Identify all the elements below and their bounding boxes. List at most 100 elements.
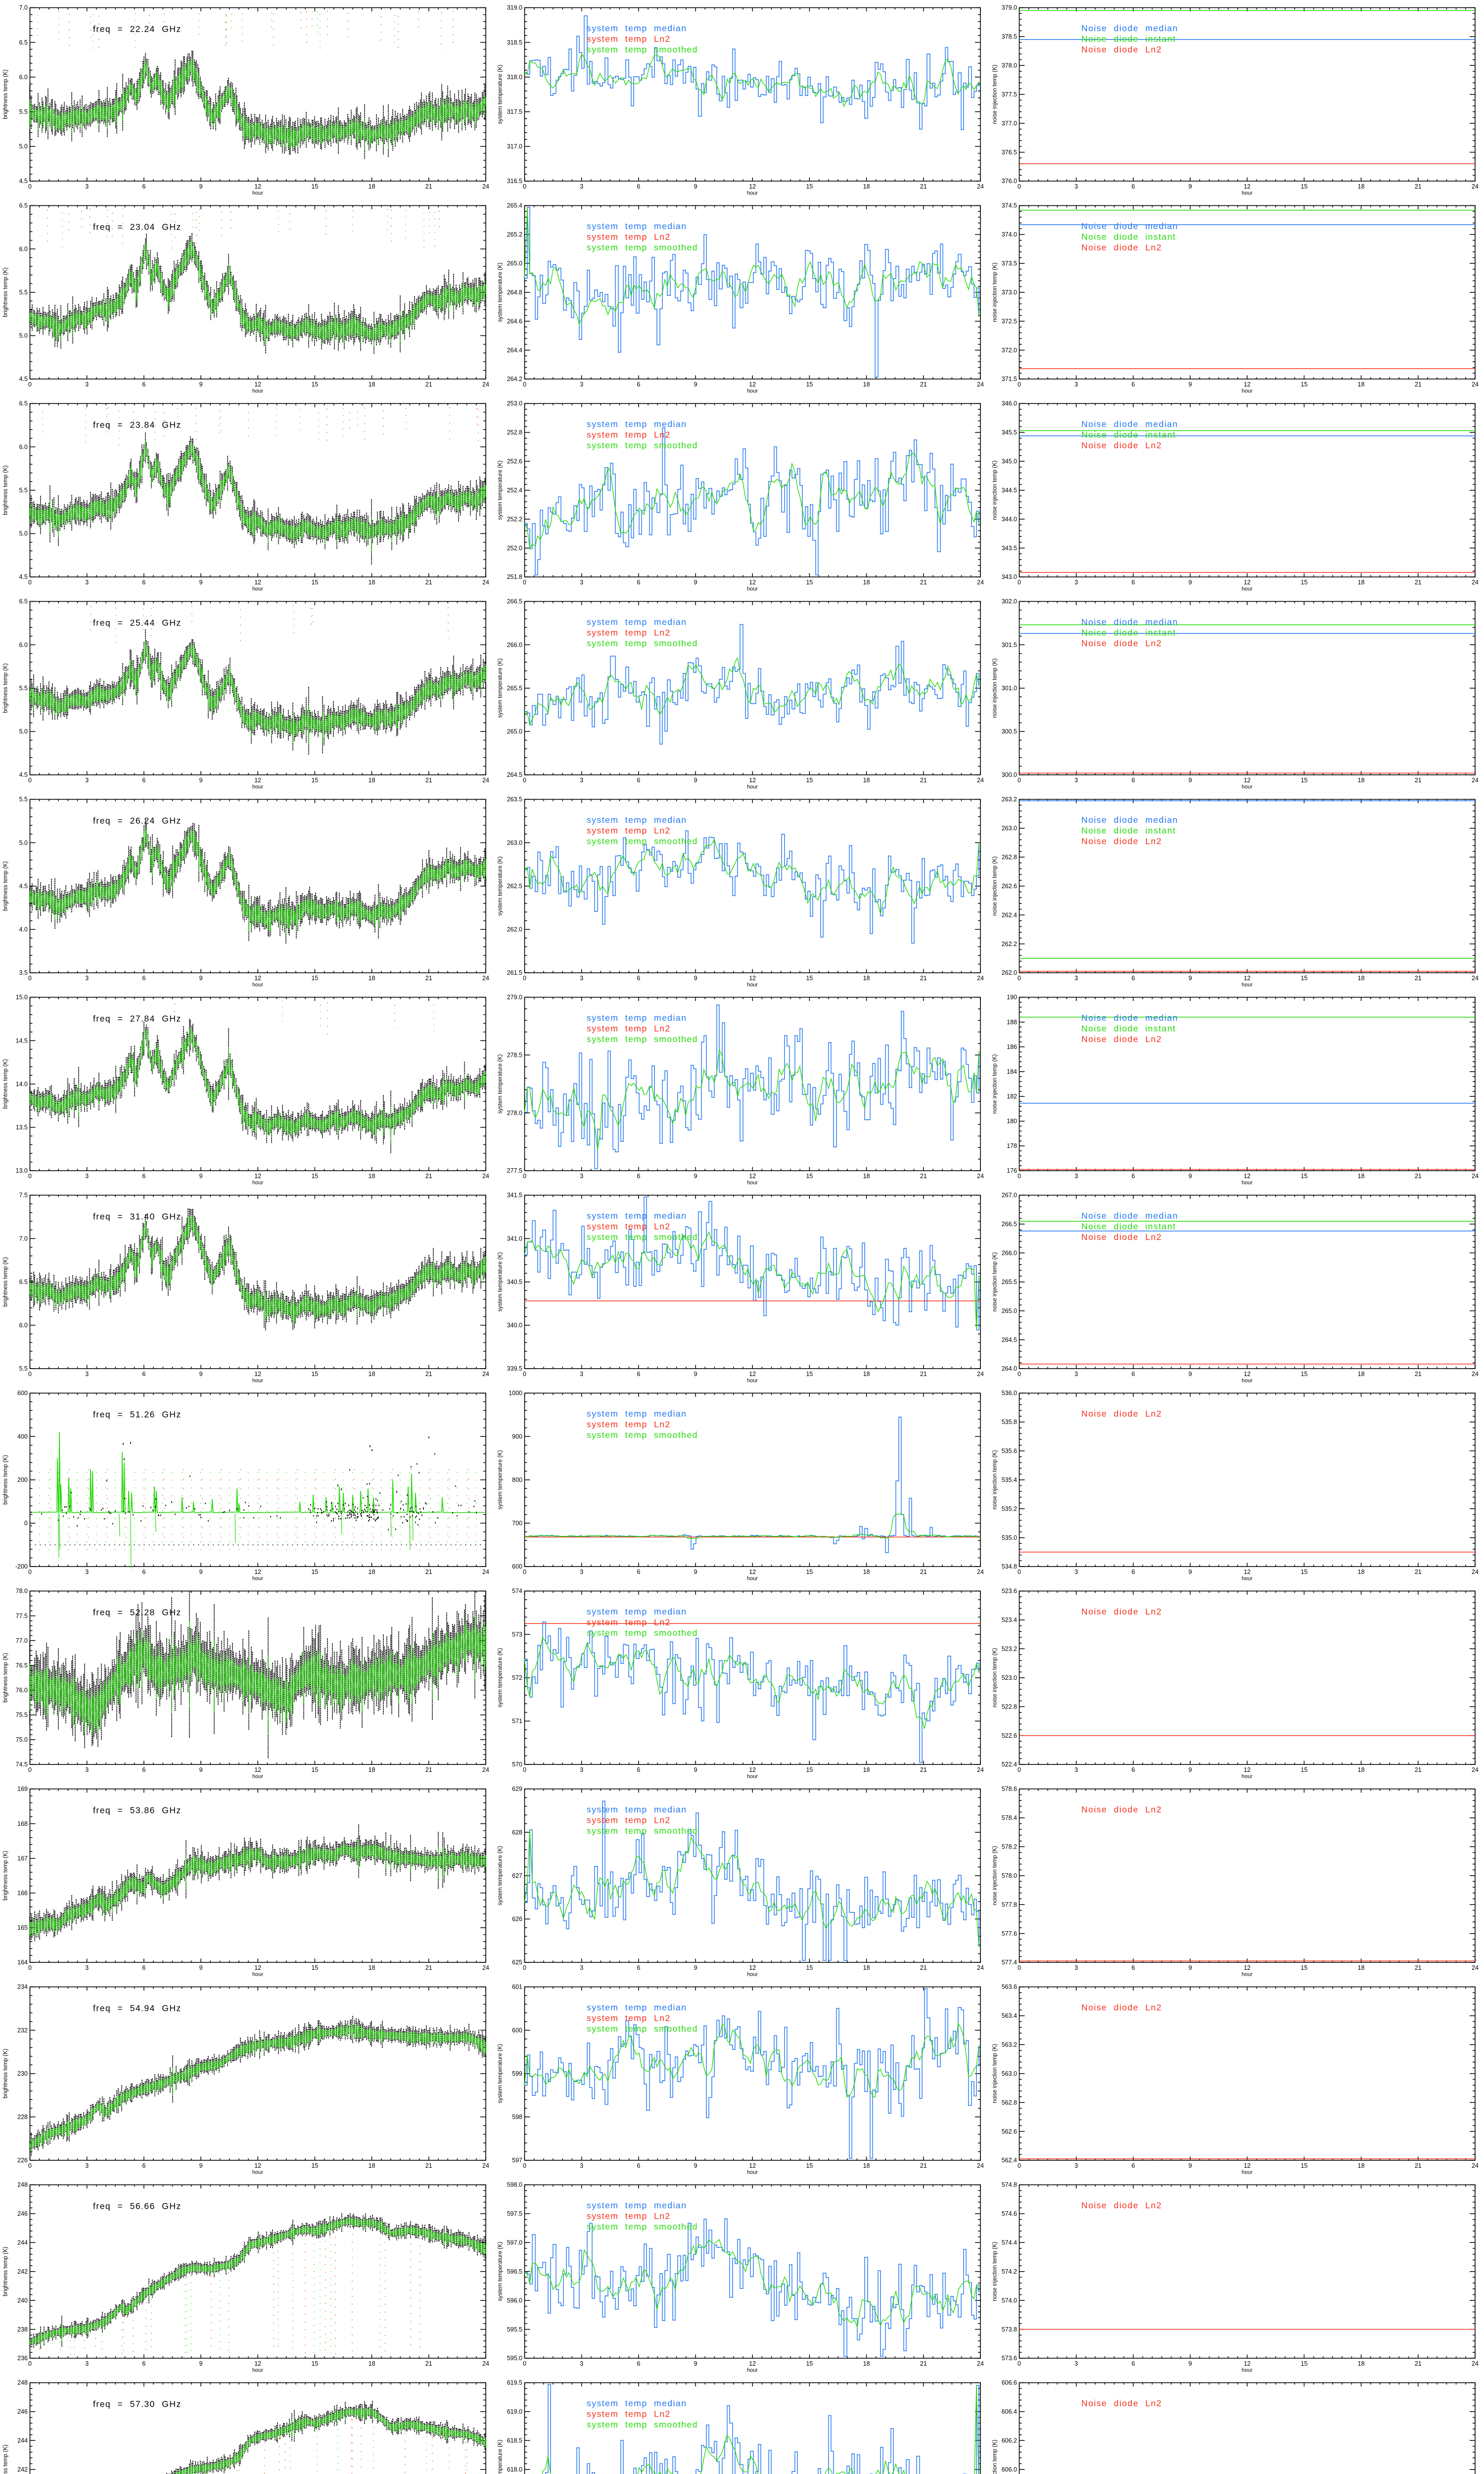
svg-text:6: 6 [142,381,145,388]
svg-text:0: 0 [28,1569,32,1575]
svg-text:12: 12 [749,579,756,586]
svg-text:343.0: 343.0 [1002,573,1017,580]
svg-text:12: 12 [749,183,756,190]
svg-text:9: 9 [199,2360,203,2367]
svg-text:system temp median: system temp median [587,1409,687,1419]
svg-text:15.0: 15.0 [16,994,28,1001]
svg-text:18: 18 [369,2162,375,2169]
svg-text:4.5: 4.5 [19,178,28,185]
svg-text:brightness temp (K): brightness temp (K) [3,1257,9,1307]
svg-text:180: 180 [1007,1118,1017,1125]
svg-text:265.5: 265.5 [507,685,522,692]
svg-text:3: 3 [580,381,583,388]
svg-text:184: 184 [1007,1068,1017,1075]
svg-text:188: 188 [1007,1019,1017,1026]
svg-text:242: 242 [17,2268,28,2275]
svg-text:24: 24 [1472,1766,1479,1773]
svg-text:5.0: 5.0 [19,728,28,735]
svg-text:246: 246 [17,2408,28,2415]
svg-text:system temp Ln2: system temp Ln2 [587,2211,671,2221]
svg-text:system temperature (K): system temperature (K) [498,1252,504,1311]
svg-text:7.0: 7.0 [19,1235,28,1242]
svg-text:9: 9 [1189,2360,1192,2367]
svg-text:577.6: 577.6 [1002,1930,1017,1937]
svg-text:12: 12 [749,1569,756,1575]
svg-text:hour: hour [252,982,263,988]
svg-text:9: 9 [1189,381,1192,388]
svg-text:6.5: 6.5 [19,39,28,46]
svg-text:hour: hour [252,2170,263,2176]
svg-text:9: 9 [694,2162,697,2169]
svg-text:535.4: 535.4 [1002,1476,1017,1483]
svg-text:6: 6 [142,975,145,982]
svg-text:brightness temp (K): brightness temp (K) [3,2444,9,2474]
svg-text:606.2: 606.2 [1002,2437,1017,2444]
svg-text:252.4: 252.4 [507,487,522,494]
svg-text:340.0: 340.0 [507,1322,522,1329]
svg-text:625: 625 [512,1959,522,1966]
svg-text:570: 570 [512,1761,522,1768]
svg-text:18: 18 [1358,2162,1365,2169]
svg-text:9: 9 [199,777,203,784]
svg-text:Noise diode Ln2: Noise diode Ln2 [1081,1409,1162,1419]
svg-text:brightness temp (K): brightness temp (K) [3,2246,9,2296]
svg-text:0: 0 [28,381,32,388]
svg-text:system temperature (K): system temperature (K) [498,856,504,915]
svg-text:277.5: 277.5 [507,1167,522,1174]
svg-text:freq = 56.66 GHz: freq = 56.66 GHz [93,2201,182,2211]
svg-text:627: 627 [512,1872,522,1879]
svg-text:0: 0 [1018,381,1021,388]
svg-text:15: 15 [311,975,318,982]
svg-text:9: 9 [694,1371,697,1378]
svg-text:6: 6 [637,1173,640,1180]
svg-text:3: 3 [1074,777,1078,784]
svg-text:12: 12 [254,1173,261,1180]
svg-text:hour: hour [1242,982,1252,988]
svg-text:316.5: 316.5 [507,178,522,185]
svg-text:244: 244 [17,2239,28,2246]
svg-text:15: 15 [311,1569,318,1575]
svg-text:18: 18 [1358,1964,1365,1971]
svg-text:hour: hour [747,784,758,790]
svg-text:Noise diode median: Noise diode median [1081,1211,1178,1221]
svg-text:12: 12 [1244,1371,1251,1378]
svg-text:376.5: 376.5 [1002,149,1017,156]
svg-text:253.0: 253.0 [507,400,522,407]
svg-text:6: 6 [1131,381,1135,388]
svg-text:12: 12 [254,2360,261,2367]
svg-text:240: 240 [17,2297,28,2304]
svg-text:14.5: 14.5 [16,1037,28,1044]
svg-text:523.0: 523.0 [1002,1674,1017,1681]
svg-text:21: 21 [920,2162,927,2169]
svg-text:6: 6 [637,2162,640,2169]
svg-text:3: 3 [1074,579,1078,586]
svg-text:302.0: 302.0 [1002,598,1017,605]
svg-text:3: 3 [85,1173,89,1180]
svg-text:15: 15 [311,2162,318,2169]
svg-text:6.0: 6.0 [19,245,28,252]
svg-text:24: 24 [977,1569,984,1575]
svg-text:76.0: 76.0 [16,1687,28,1694]
svg-text:6.5: 6.5 [19,598,28,605]
svg-text:6: 6 [1131,1173,1135,1180]
svg-text:574.8: 574.8 [1002,2182,1017,2189]
svg-text:263.0: 263.0 [1002,825,1017,832]
svg-text:176: 176 [1007,1167,1017,1174]
svg-text:18: 18 [863,1964,870,1971]
svg-text:21: 21 [425,975,432,982]
svg-text:3: 3 [580,183,583,190]
svg-text:574.6: 574.6 [1002,2210,1017,2217]
svg-text:18: 18 [369,579,375,586]
svg-text:21: 21 [1415,1173,1422,1180]
svg-text:18: 18 [1358,1371,1365,1378]
svg-text:6: 6 [637,1371,640,1378]
svg-text:21: 21 [1415,2162,1422,2169]
svg-text:262.2: 262.2 [1002,941,1017,948]
svg-text:3: 3 [1074,1173,1078,1180]
svg-text:535.8: 535.8 [1002,1419,1017,1426]
svg-text:0: 0 [28,1173,32,1180]
svg-text:252.6: 252.6 [507,458,522,465]
svg-text:9: 9 [694,183,697,190]
svg-text:374.5: 374.5 [1002,202,1017,209]
svg-text:21: 21 [425,1569,432,1575]
